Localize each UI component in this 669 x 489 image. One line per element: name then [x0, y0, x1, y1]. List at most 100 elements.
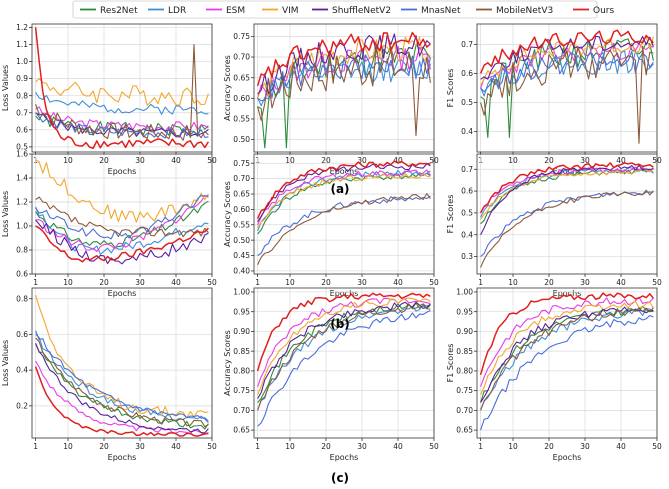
- y-tick-label: 1.0: [16, 57, 28, 66]
- y-tick-label: 0.65: [456, 426, 473, 435]
- x-tick-label: 10: [508, 278, 518, 287]
- plot-frame: [476, 23, 658, 153]
- y-tick-label: 0.65: [233, 190, 250, 199]
- chart-panel-b-1: 1 10 20 30 40 50 0.6 0.8 1.0 1.2 1.4 1.6 Epochs Loss …: [1, 150, 217, 298]
- series-line-vim: [35, 159, 209, 223]
- y-tick-label: 0.5: [461, 98, 473, 107]
- x-tick-label: 40: [616, 442, 626, 451]
- series-line-ldr: [480, 166, 654, 218]
- series-line-mobilenetv3: [480, 45, 654, 144]
- x-tick-label: 30: [580, 278, 590, 287]
- x-tick-label: 40: [616, 278, 626, 287]
- series-group: [479, 29, 654, 144]
- series-line-ldr: [480, 308, 654, 411]
- x-tick-label: 1: [478, 442, 483, 451]
- series-line-shufflenetv2: [35, 343, 209, 434]
- series-line-ours: [256, 160, 431, 219]
- legend-label-res2net: Res2Net: [100, 6, 138, 16]
- plot-frame: [253, 287, 435, 439]
- y-tick-label: 0.75: [233, 386, 250, 395]
- series-line-esm: [35, 360, 209, 435]
- series-line-mnasnet: [480, 191, 654, 257]
- series-line-vim: [35, 78, 209, 106]
- x-tick-label: 20: [321, 442, 331, 451]
- series-group: [256, 292, 431, 427]
- x-tick-label: 10: [285, 278, 295, 287]
- y-tick-label: 0.90: [456, 327, 473, 336]
- row-label-b: (b): [330, 317, 350, 331]
- series-line-ours: [479, 162, 654, 214]
- x-tick-label: 50: [652, 442, 662, 451]
- chart-panels: 1 10 20 30 40 50 0.5 0.6 0.7 0.8 0.9 1.0 1.1 1.2 Epoch…: [1, 23, 662, 462]
- y-tick-label: 0.60: [233, 94, 250, 103]
- series-line-res2net: [257, 302, 431, 403]
- y-tick-label: 0.65: [233, 73, 250, 82]
- series-group: [256, 160, 431, 266]
- series-line-vim: [480, 168, 654, 220]
- series-line-mnasnet: [480, 314, 654, 431]
- x-axis-label: Epochs: [553, 453, 582, 462]
- x-tick-label: 1: [255, 442, 260, 451]
- series-line-mobilenetv3: [480, 189, 654, 268]
- x-tick-label: 20: [321, 278, 331, 287]
- y-tick-label: 0.85: [233, 347, 250, 356]
- series-line-vim: [480, 300, 654, 395]
- series-group: [256, 31, 431, 149]
- x-axis-label: Epochs: [330, 289, 359, 298]
- series-line-ours: [479, 292, 654, 376]
- series-line-vim: [257, 36, 431, 99]
- series-line-mnasnet: [257, 310, 431, 427]
- y-tick-label: 0.50: [233, 236, 250, 245]
- chart-panel-b-2: 1 10 20 30 40 50 0.40 0.45 0.50 0.55 0.60 0.65 0.70 0…: [223, 153, 439, 298]
- y-tick-label: 0.9: [16, 74, 28, 83]
- y-tick-label: 0.5: [461, 209, 473, 218]
- series-line-shufflenetv2: [480, 35, 654, 80]
- y-axis-label: F1 Scores: [446, 344, 455, 383]
- series-line-vim: [257, 172, 431, 229]
- series-group: [34, 294, 209, 437]
- series-line-mobilenetv3: [257, 303, 431, 411]
- y-tick-label: 1.00: [456, 288, 473, 297]
- x-tick-label: 50: [207, 442, 217, 451]
- legend-label-ldr: LDR: [168, 6, 186, 16]
- x-tick-label: 50: [429, 442, 439, 451]
- series-line-ours: [34, 27, 210, 149]
- series-line-mobilenetv3: [35, 196, 209, 238]
- y-axis-label: F1 Scores: [446, 69, 455, 108]
- x-tick-label: 20: [99, 442, 109, 451]
- chart-panel-a-1: 110203040500.50.60.70.80.91.01.11.2Epoch…: [1, 23, 217, 176]
- y-axis-label: F1 Scores: [446, 195, 455, 234]
- series-line-ours: [34, 366, 209, 437]
- y-tick-label: 0.75: [456, 386, 473, 395]
- x-tick-label: 20: [544, 278, 554, 287]
- x-tick-label: 10: [285, 442, 295, 451]
- plot-frame: [476, 153, 658, 275]
- x-tick-label: 20: [544, 442, 554, 451]
- y-tick-label: 1.2: [16, 198, 28, 207]
- y-tick-label: 0.75: [233, 159, 250, 168]
- y-tick-label: 0.70: [233, 174, 250, 183]
- series-line-vim: [257, 297, 431, 395]
- y-tick-label: 1.2: [16, 23, 28, 32]
- y-tick-label: 0.8: [16, 91, 28, 100]
- y-tick-label: 1.4: [16, 174, 28, 183]
- y-tick-label: 0.70: [456, 406, 473, 415]
- x-axis-label: Epochs: [330, 167, 359, 176]
- y-tick-label: 0.95: [456, 307, 473, 316]
- y-tick-label: 0.95: [233, 307, 250, 316]
- series-line-ldr: [257, 169, 431, 232]
- plot-frame: [253, 153, 435, 275]
- x-tick-label: 40: [171, 442, 181, 451]
- series-line-ours: [35, 225, 209, 263]
- legend-label-esm: ESM: [226, 6, 245, 16]
- y-tick-label: 0.80: [233, 366, 250, 375]
- series-line-ours: [256, 292, 431, 372]
- y-tick-label: 0.7: [16, 108, 28, 117]
- chart-panel-c-1: 1 10 20 30 40 50 0.2 0.4 0.6 0.8 Epochs Loss Values: [1, 287, 217, 462]
- chart-panel-c-2: 1 10 20 30 40 50 0.65 0.70 0.75 0.80 0.85 0.90 0.95 1…: [223, 288, 439, 462]
- legend-label-vim: VIM: [282, 6, 299, 16]
- series-line-mnasnet: [35, 194, 209, 240]
- series-line-vim: [35, 294, 209, 419]
- plot-frame: [31, 153, 213, 275]
- series-line-esm: [480, 296, 654, 387]
